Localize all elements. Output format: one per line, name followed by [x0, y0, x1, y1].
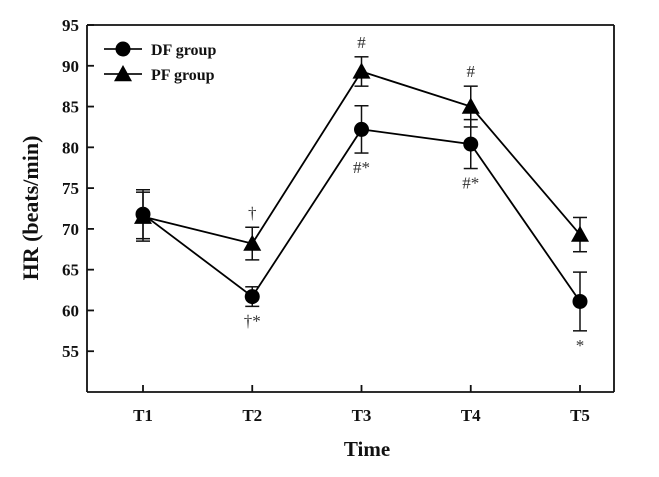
series-layer: †* #* #* * † # # [134, 33, 589, 355]
x-axis-title: Time [344, 437, 390, 461]
legend-item: DF group [104, 41, 216, 59]
y-tick-label: 80 [62, 138, 79, 157]
series-line [142, 128, 581, 302]
axes [86, 24, 615, 393]
legend-item: PF group [104, 65, 215, 84]
y-tick-label: 75 [62, 179, 79, 198]
data-point [572, 293, 588, 309]
legend-label: DF group [151, 42, 216, 59]
series-df-group: †* #* #* * [135, 104, 588, 355]
x-tick-label: T2 [242, 406, 262, 425]
significance-label: * [576, 336, 585, 355]
y-tick-label: 55 [62, 342, 79, 361]
x-tick-label: T1 [133, 406, 153, 425]
data-point [461, 97, 480, 114]
significance-label: #* [462, 174, 479, 193]
legend-label: PF group [151, 67, 215, 84]
significance-label: # [467, 62, 476, 81]
y-tick-label: 60 [62, 301, 79, 320]
legend: DF group PF group [104, 41, 216, 84]
x-tick-label: T4 [461, 406, 481, 425]
x-ticks: T1 T2 T3 T4 T5 [133, 385, 590, 425]
significance-label: #* [353, 158, 370, 177]
series-pf-group: † # # [134, 33, 589, 261]
y-tick-label: 85 [62, 98, 79, 117]
legend-marker [115, 41, 131, 57]
significance-label: †* [244, 311, 261, 330]
y-tick-label: 65 [62, 261, 79, 280]
data-point [571, 225, 589, 242]
x-tick-label: T3 [352, 406, 372, 425]
data-point [463, 136, 479, 152]
legend-marker [114, 65, 132, 82]
x-tick-label: T5 [570, 406, 590, 425]
y-ticks: 55 60 65 70 75 80 85 90 95 [62, 16, 94, 361]
y-tick-label: 70 [62, 220, 79, 239]
y-tick-label: 90 [62, 57, 79, 76]
significance-label: † [248, 203, 257, 222]
data-point [134, 207, 152, 224]
data-point [244, 289, 260, 305]
y-axis-title: HR (beats/min) [18, 136, 43, 281]
data-point [354, 121, 369, 137]
data-point [243, 234, 262, 251]
significance-label: # [357, 33, 366, 52]
data-point [352, 62, 371, 79]
y-tick-label: 95 [62, 16, 79, 35]
